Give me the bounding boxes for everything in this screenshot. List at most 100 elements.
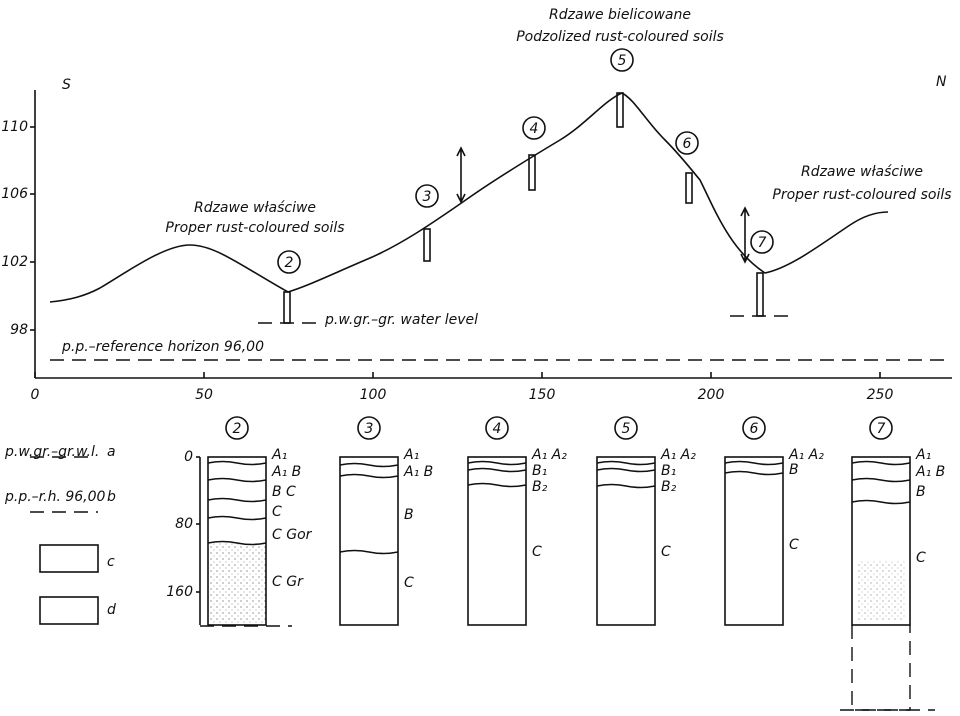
annotation: Proper rust-coloured soils [165,220,344,236]
horizon-boundary [851,460,911,466]
title-en: Podzolized rust-coloured soils [516,29,724,45]
horizon-label: C [404,575,414,591]
horizon-label: A₁ B [915,464,945,480]
horizon-label: C [661,544,671,560]
horizon-label: A₁ B [403,464,433,480]
horizon-label: B₂ [661,479,677,495]
title-pl: Rdzawe bielicowane [549,7,691,23]
number-circle [675,131,699,155]
legend-key: a [107,444,116,460]
horizon-label: C Gr [272,574,304,590]
soil-pit [756,272,764,317]
horizon-boundary [467,460,527,466]
y-tick-label: 106 [1,186,28,202]
horizon-boundary [724,470,784,476]
soil-pit [423,228,431,262]
soil-pit [283,291,291,324]
horizon-label: A₁ A₂ [788,447,824,463]
legend-key: c [107,554,115,570]
horizon-boundary [596,467,656,473]
annotation: Rdzawe właściwe [194,200,316,216]
site-number: 7 [877,421,886,437]
direction-s: S [62,77,71,93]
horizon-boundary [596,460,656,466]
y-tick-label: 102 [1,254,28,270]
horizon-label: B C [272,484,296,500]
horizon-boundary [339,473,399,479]
legend-key: b [107,489,116,505]
site-number: 3 [423,189,432,205]
site-number: 2 [285,255,294,271]
horizon-label: B₂ [532,479,548,495]
site-number: 6 [750,421,759,437]
horizon-boundary [207,515,267,521]
legend-key: d [107,602,116,618]
horizon-label: C [789,537,799,553]
soil-column [596,456,656,626]
horizon-boundary [851,477,911,483]
horizon-label: A₁ [403,447,419,463]
soil-pit [685,172,693,204]
direction-n: N [936,74,947,90]
x-tick-label: 100 [360,387,387,403]
horizon-label: B₁ [661,463,676,479]
y-tick-label: 98 [10,322,28,338]
annotation: Rdzawe właściwe [801,164,923,180]
horizon-boundary [207,477,267,483]
horizon-boundary [467,467,527,473]
number-circle [869,416,893,440]
site-number: 6 [683,136,692,152]
site-number: 7 [758,235,767,251]
number-circle [415,184,439,208]
number-circle [742,416,766,440]
horizon-label: B [916,484,926,500]
horizon-boundary [207,497,267,503]
soil-column [207,456,267,626]
arrow [740,206,750,264]
number-circle [750,230,774,254]
horizon-label: C [532,544,542,560]
soil-column [339,456,399,626]
number-circle [610,48,634,72]
water-level-label: p.w.gr.–gr. water level [324,312,478,328]
gley-zone [857,560,905,620]
horizon-label: B₁ [532,463,547,479]
horizon-boundary [851,499,911,505]
horizon-label: C Gor [272,527,313,543]
horizon-label: C [916,550,926,566]
x-tick-label: 150 [529,387,556,403]
number-circle [225,416,249,440]
site-number: 5 [618,53,627,69]
x-tick-label: 50 [195,387,213,403]
horizon-label: B [789,462,799,478]
column-extension [851,625,911,711]
horizon-label: A₁ A₂ [660,447,696,463]
number-circle [357,416,381,440]
number-circle [485,416,509,440]
x-tick-label: 250 [867,387,894,403]
horizon-boundary [596,483,656,489]
site-number: 4 [530,121,539,137]
horizon-label: A₁ [915,447,931,463]
site-number: 2 [233,421,242,437]
horizon-boundary [467,482,527,488]
legend-d-box [39,596,99,625]
depth-tick-label: 160 [166,584,193,600]
horizon-label: A₁ A₂ [531,447,567,463]
horizon-label: B [404,507,414,523]
arrow [456,146,466,204]
legend-label: p.p.–r.h. 96,00 [4,489,106,505]
x-tick-label: 200 [698,387,725,403]
depth-tick-label: 0 [184,449,193,465]
legend-label: p.w.gr.–gr.w.l. [4,444,99,460]
legend-c-box [39,544,99,573]
site-number: 4 [493,421,502,437]
soil-pit [616,92,624,128]
terrain-profile [49,92,889,303]
soil-column [851,456,911,626]
x-tick-label: 0 [31,387,40,403]
horizon-boundary [724,460,784,466]
number-circle [522,116,546,140]
site-number: 5 [622,421,631,437]
horizon-label: C [272,504,282,520]
